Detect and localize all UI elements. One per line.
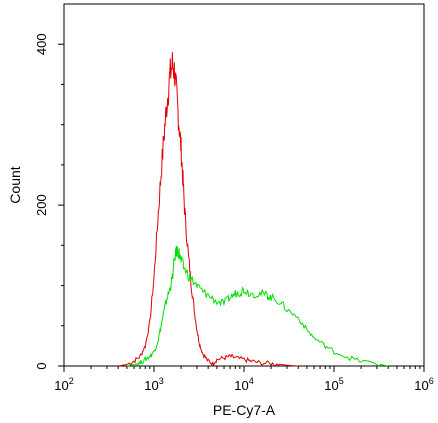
x-tick-label: 102 [54, 376, 73, 393]
y-axis-label: Count [7, 166, 23, 203]
y-tick-label: 200 [34, 194, 49, 216]
tick-layer: 102 103 104 105 106 0 200 400 [34, 33, 434, 393]
x-tick-label: 103 [144, 376, 163, 393]
x-tick-label: 106 [414, 376, 433, 393]
x-tick-label: 105 [324, 376, 343, 393]
y-tick-label: 400 [34, 33, 49, 55]
histogram-series-0 [118, 52, 299, 367]
histogram-series-1 [126, 246, 389, 367]
x-axis-label: PE-Cy7-A [213, 402, 276, 418]
plot-frame [63, 3, 425, 367]
series-layer [118, 52, 389, 367]
y-tick-label: 0 [34, 362, 49, 369]
x-tick-label: 104 [234, 376, 253, 393]
